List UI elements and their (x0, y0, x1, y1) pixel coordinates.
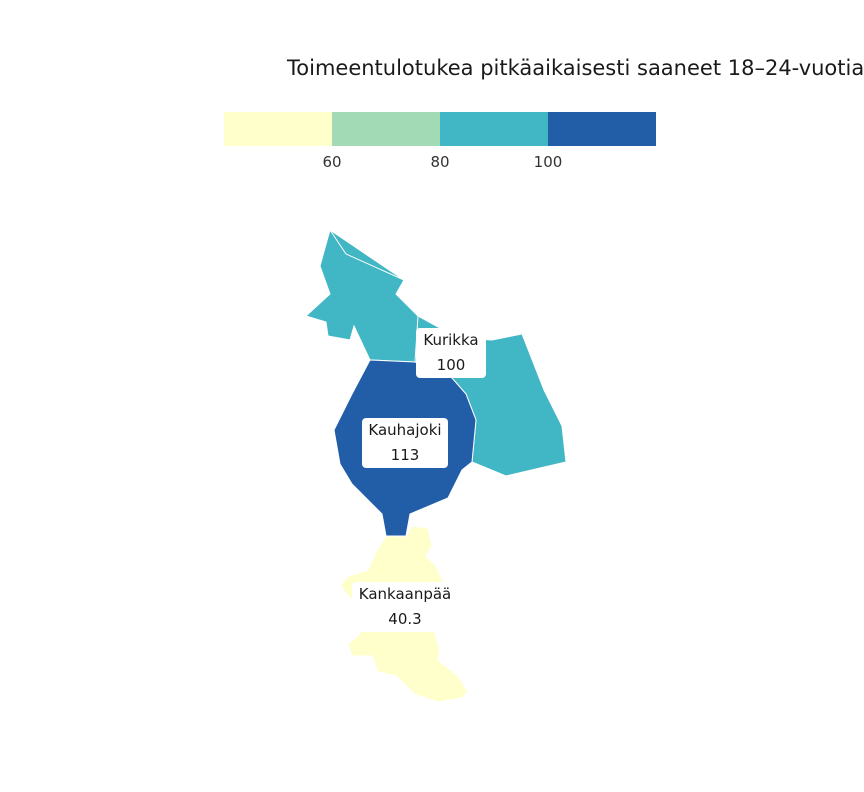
legend-tick-60: 60 (322, 153, 342, 171)
region-name: Kankaanpää (358, 585, 452, 603)
legend-swatch-2 (332, 112, 440, 146)
region-label-kankaanpaa: Kankaanpää 40.3 (352, 582, 458, 632)
legend-swatch-4 (548, 112, 656, 146)
legend-tick-100: 100 (533, 153, 563, 171)
region-name: Kurikka (423, 331, 479, 349)
legend-swatch-3 (440, 112, 548, 146)
legend-tick-80: 80 (430, 153, 450, 171)
region-value: 100 (436, 356, 466, 374)
region-label-kurikka: Kurikka 100 (416, 328, 486, 378)
region-value: 40.3 (388, 610, 422, 628)
region-label-kauhajoki: Kauhajoki 113 (362, 418, 448, 468)
legend-swatch-1 (224, 112, 332, 146)
map-title: Toimeentulotukea pitkäaikaisesti saaneet… (287, 56, 864, 80)
region-name: Kauhajoki (368, 421, 442, 439)
region-value: 113 (390, 446, 420, 464)
